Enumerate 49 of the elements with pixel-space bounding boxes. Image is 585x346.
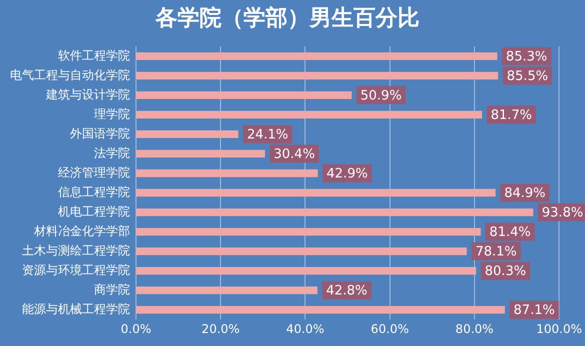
bar xyxy=(136,228,481,236)
data-label: 30.4% xyxy=(274,147,315,162)
bar xyxy=(136,72,498,80)
data-label: 50.9% xyxy=(360,88,402,104)
x-tick-label: 80.0% xyxy=(455,322,494,336)
bar xyxy=(136,266,476,275)
data-label: 42.9% xyxy=(326,166,368,182)
y-tick-label: 软件工程学院 xyxy=(58,48,130,62)
data-label: 84.9% xyxy=(504,186,546,202)
bar xyxy=(136,169,318,178)
bar xyxy=(136,110,482,119)
y-tick-label: 法学院 xyxy=(94,146,130,160)
bar xyxy=(136,306,505,314)
chart-title: 各学院（学部）男生百分比 xyxy=(154,4,420,31)
data-label: 81.4% xyxy=(489,225,531,240)
x-tick-label: 0.0% xyxy=(120,322,152,336)
data-label: 80.3% xyxy=(484,264,526,280)
data-label: 78.1% xyxy=(475,244,517,260)
y-tick-label: 土木与测绘工程学院 xyxy=(22,243,130,258)
bar xyxy=(136,247,467,256)
bar xyxy=(136,91,352,100)
bar xyxy=(136,286,318,294)
y-tick-label: 外国语学院 xyxy=(70,126,130,140)
bar xyxy=(136,208,534,216)
y-tick-label: 经济管理学院 xyxy=(58,165,130,180)
data-label: 85.3% xyxy=(506,50,548,65)
x-tick-label: 40.0% xyxy=(286,322,324,336)
data-label: 87.1% xyxy=(514,303,555,318)
data-label: 81.7% xyxy=(490,108,532,124)
x-tick-label: 100.0% xyxy=(536,322,582,336)
data-label: 85.5% xyxy=(506,69,548,84)
y-tick-label: 材料冶金化学学部 xyxy=(33,224,130,238)
y-tick-label: 建筑与设计学院 xyxy=(45,87,130,102)
y-tick-label: 商学院 xyxy=(94,282,130,296)
y-tick-label: 资源与环境工程学院 xyxy=(22,262,130,277)
y-tick-label: 理学院 xyxy=(94,106,130,121)
y-tick-label: 能源与机械工程学院 xyxy=(22,302,130,316)
data-label: 24.1% xyxy=(246,128,288,143)
data-label: 42.8% xyxy=(326,284,368,299)
bar xyxy=(136,52,498,60)
y-tick-label: 信息工程学院 xyxy=(58,184,130,199)
data-label: 93.8% xyxy=(542,206,584,221)
x-tick-label: 60.0% xyxy=(370,322,409,336)
y-tick-label: 电气工程与自动化学院 xyxy=(10,68,130,82)
bar xyxy=(136,150,265,158)
y-tick-label: 机电工程学院 xyxy=(58,204,130,218)
bar xyxy=(136,188,496,197)
x-tick-label: 20.0% xyxy=(202,322,240,336)
bar xyxy=(136,130,238,138)
